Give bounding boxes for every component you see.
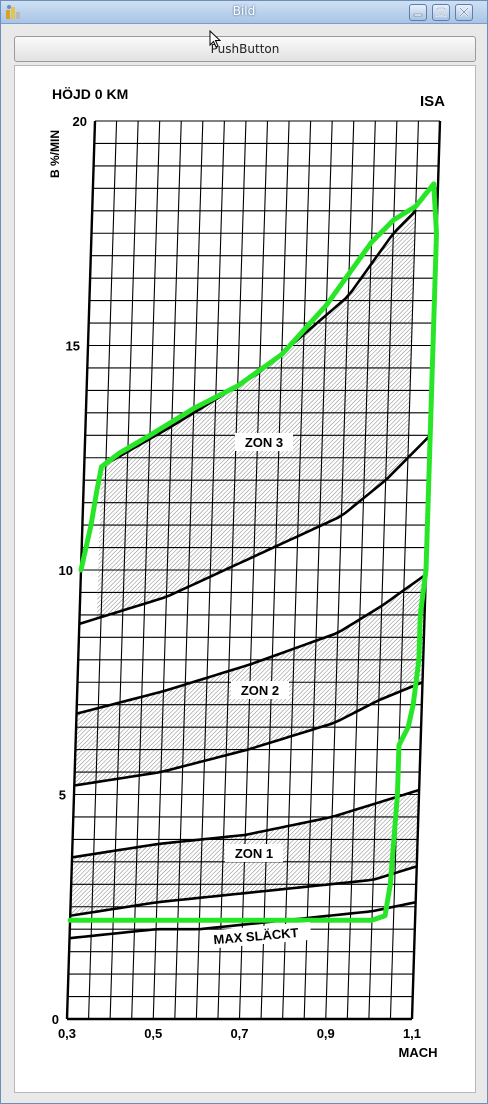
zone-3-label: ZON 3 <box>235 433 293 451</box>
curve-line <box>74 681 423 787</box>
mach-chart: 0 5 10 15 20 0,3 0,5 0,7 0,9 1,1 HÖJD 0 KM ISA B … <box>48 86 445 1060</box>
zone-2-label: ZON 2 <box>231 681 289 699</box>
maximize-button[interactable] <box>432 4 450 21</box>
x-tick-label: 0,9 <box>317 1026 335 1041</box>
y-axis-label: B %/MIN <box>48 130 62 178</box>
curve-line <box>78 434 432 626</box>
y-tick-label: 15 <box>66 339 80 354</box>
max-slackt-text: MAX SLÄCKT <box>213 925 299 947</box>
mouse-cursor-icon <box>209 30 222 48</box>
maximize-icon <box>436 7 446 17</box>
close-button[interactable] <box>455 4 473 21</box>
title-bar[interactable]: Bild <box>1 1 487 24</box>
x-tick-label: 0,3 <box>58 1026 76 1041</box>
minimize-button[interactable] <box>409 4 427 21</box>
window-title: Bild <box>232 4 256 18</box>
x-tick-label: 0,7 <box>230 1026 248 1041</box>
close-icon <box>459 7 469 17</box>
curve-line <box>71 788 420 859</box>
y-tick-label: 10 <box>59 563 73 578</box>
zone-2-text: ZON 2 <box>241 683 279 698</box>
zone-1-text: ZON 1 <box>235 846 273 861</box>
x-tick-label: 0,5 <box>144 1026 162 1041</box>
app-icon <box>5 4 21 20</box>
zone-shading <box>96 210 416 619</box>
curve-line <box>70 865 418 918</box>
image-canvas: 0 5 10 15 20 0,3 0,5 0,7 0,9 1,1 HÖJD 0 KM ISA B … <box>14 65 476 1093</box>
altitude-label: HÖJD 0 KM <box>52 86 128 102</box>
isa-label: ISA <box>420 93 445 110</box>
zone-1-label: ZON 1 <box>225 844 283 862</box>
zone-3-text: ZON 3 <box>245 435 283 450</box>
x-tick-label: 1,1 <box>403 1026 421 1041</box>
y-tick-label: 5 <box>59 788 66 803</box>
trace-line <box>67 181 439 923</box>
push-button[interactable]: PushButton <box>14 36 476 62</box>
curve-line <box>69 900 416 940</box>
curve-line <box>76 573 427 715</box>
y-tick-label: 20 <box>73 114 87 129</box>
minimize-icon <box>413 13 423 17</box>
x-axis-label: MACH <box>399 1045 438 1060</box>
y-tick-label: 0 <box>52 1012 59 1027</box>
max-slackt-label: MAX SLÄCKT <box>200 921 312 950</box>
